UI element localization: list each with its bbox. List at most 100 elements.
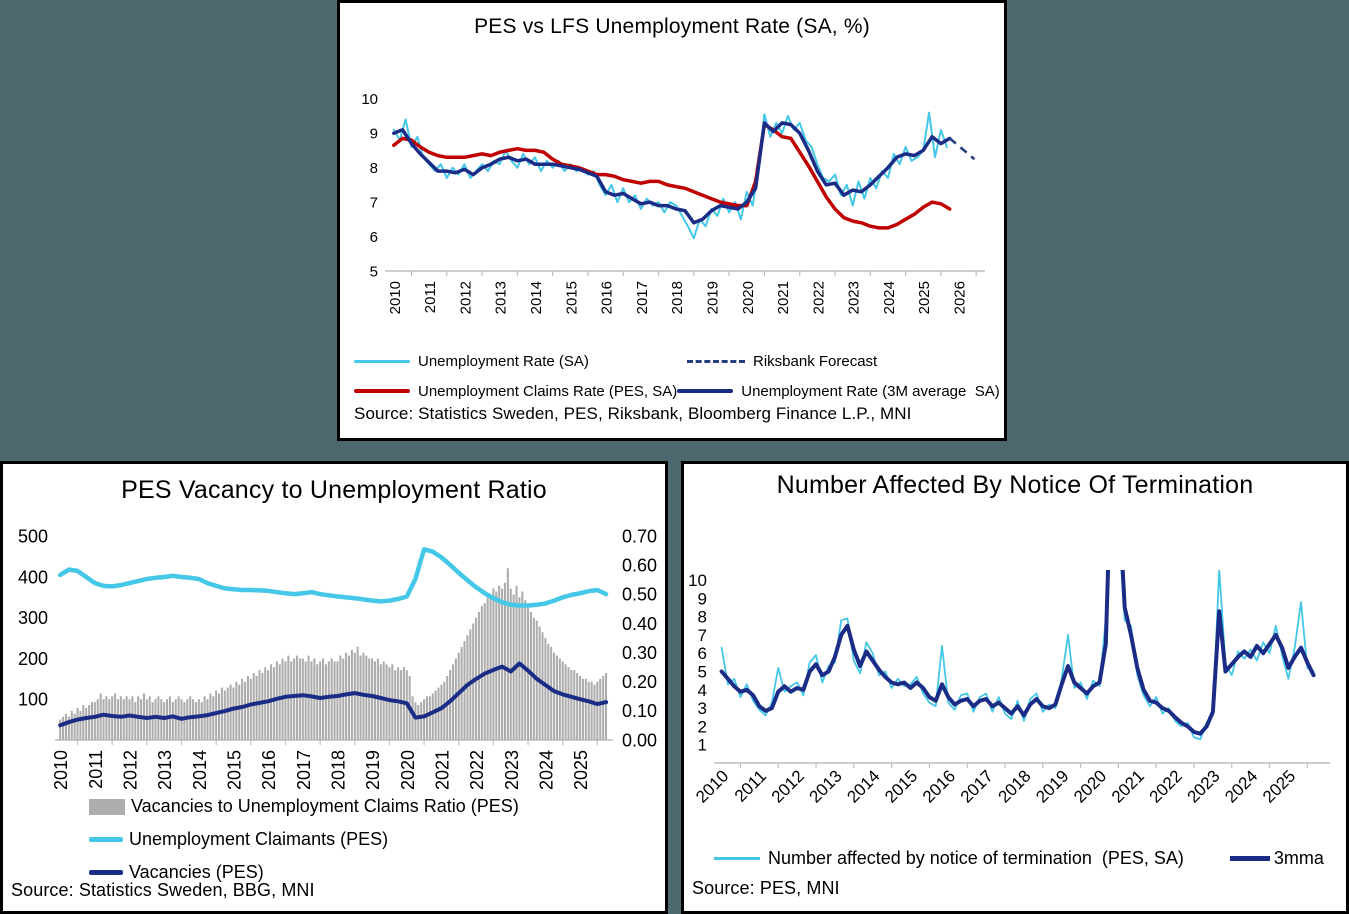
svg-text:0.50: 0.50 [622,585,657,605]
svg-text:2011: 2011 [731,766,770,805]
svg-text:0.40: 0.40 [622,614,657,634]
svg-text:2013: 2013 [155,750,175,790]
svg-text:2014: 2014 [528,281,545,314]
chart-title-vacancy-ratio: PES Vacancy to Unemployment Ratio [121,476,547,504]
svg-text:2018: 2018 [669,281,686,314]
legend-label: Riksbank Forecast [753,352,878,370]
svg-text:2014: 2014 [843,766,883,806]
svg-text:8: 8 [698,608,707,627]
svg-text:0.60: 0.60 [622,556,657,576]
svg-text:3: 3 [698,699,707,718]
svg-text:5: 5 [698,662,707,681]
svg-text:2017: 2017 [634,281,651,314]
source-note: Source: Statistics Sweden, PES, Riksbank… [354,404,912,423]
legend-item-unemployment-rate-sa: Unemployment Rate (SA) [354,353,687,370]
svg-text:2023: 2023 [1183,766,1223,806]
panel-vacancy-ratio: PES Vacancy to Unemployment Ratio 2010 20… [0,461,668,914]
navy-line-swatch [677,389,734,393]
svg-text:300: 300 [18,608,48,628]
svg-text:2022: 2022 [1146,766,1186,806]
legend-vacancy-ratio: Vacancies to Unemployment Claims Ratio (… [89,790,519,889]
legend-item-riksbank-forecast: Riksbank Forecast [687,353,877,370]
cyan-line-swatch [714,857,760,860]
svg-text:7: 7 [698,626,707,645]
svg-text:2020: 2020 [1070,766,1110,806]
panel-pes-vs-lfs: PES vs LFS Unemployment Rate (SA, %) 201… [337,0,1007,441]
svg-text:2010: 2010 [387,281,404,314]
svg-text:2017: 2017 [957,766,997,806]
svg-text:2022: 2022 [467,750,487,790]
svg-text:0.00: 0.00 [622,730,657,750]
svg-text:2019: 2019 [363,750,383,790]
legend-item-ratio-bars: Vacancies to Unemployment Claims Ratio (… [89,790,519,823]
svg-text:2012: 2012 [121,750,141,790]
svg-text:2013: 2013 [493,281,510,314]
svg-text:2017: 2017 [294,750,314,790]
legend-label: Vacancies (PES) [129,862,264,882]
legend-item-claims-rate: Unemployment Claims Rate (PES, SA) [354,383,677,400]
dashed-line-swatch [687,359,745,363]
navy-line-swatch [89,870,123,875]
svg-text:2025: 2025 [1259,766,1299,806]
svg-text:1: 1 [698,736,707,755]
cyan-line-swatch [89,837,123,842]
navy-line-swatch [1229,856,1270,861]
legend-label: 3mma [1273,848,1324,868]
svg-text:2021: 2021 [432,750,452,790]
chart-title-pes-vs-lfs: PES vs LFS Unemployment Rate (SA, %) [474,15,870,38]
svg-text:2015: 2015 [881,766,921,806]
svg-text:9: 9 [698,589,707,608]
svg-text:9: 9 [370,125,378,142]
svg-text:2016: 2016 [259,750,279,790]
svg-text:2011: 2011 [86,750,106,789]
vacancy-ratio-chart-plot: 2010 2011 2012 2013 2014 2015 2016 2017 2018 2019… [18,527,657,791]
svg-text:2022: 2022 [810,281,827,314]
svg-text:2026: 2026 [952,281,969,314]
chart-title-termination: Number Affected By Notice Of Termination [776,471,1254,499]
svg-text:2013: 2013 [806,766,846,806]
svg-text:8: 8 [370,160,378,177]
svg-text:0.70: 0.70 [622,527,657,547]
svg-text:4: 4 [698,681,707,700]
svg-text:2018: 2018 [328,750,348,790]
svg-text:2024: 2024 [1221,766,1261,806]
legend-termination: Number affected by notice of termination… [714,848,1324,869]
legend-item-vacancies: Vacancies (PES) [89,856,519,889]
pes-lfs-chart-plot: 2010 2011 2012 2013 2014 2015 2016 2017 2018 2019… [361,91,985,314]
legend-item-claimants: Unemployment Claimants (PES) [89,823,519,856]
legend-item-3m-average: Unemployment Rate (3M average SA) [677,382,1000,400]
legend-label: Unemployment Claims Rate (PES, SA) [418,382,678,400]
svg-text:2015: 2015 [563,281,580,314]
svg-text:7: 7 [370,194,378,211]
legend-label: Vacancies to Unemployment Claims Ratio (… [131,796,519,816]
cyan-line-swatch [354,359,410,363]
svg-text:2024: 2024 [536,750,556,790]
red-line-swatch [354,389,410,393]
svg-text:2018: 2018 [995,766,1035,806]
svg-text:2024: 2024 [881,281,898,314]
svg-text:2019: 2019 [704,281,721,314]
gray-bar-swatch [89,798,125,815]
svg-text:2016: 2016 [919,766,959,806]
legend-label: Unemployment Claimants (PES) [129,829,389,849]
svg-text:2025: 2025 [571,750,591,790]
svg-text:2025: 2025 [916,281,933,314]
svg-text:2021: 2021 [775,281,792,314]
legend-label: Number affected by notice of termination… [768,848,1184,868]
svg-text:2014: 2014 [190,750,210,790]
legend-label: Unemployment Rate (SA) [418,352,589,370]
svg-text:0.10: 0.10 [622,701,657,721]
svg-text:2020: 2020 [398,750,418,790]
source-note: Source: PES, MNI [692,878,840,898]
svg-text:2019: 2019 [1032,766,1072,806]
legend-pes-lfs: Unemployment Rate (SA) Riksbank Forecast… [354,346,1000,406]
svg-text:2010: 2010 [51,750,71,790]
legend-label: Unemployment Rate (3M average SA) [741,382,1000,400]
svg-text:2010: 2010 [692,766,732,806]
svg-text:200: 200 [18,649,48,669]
svg-text:2016: 2016 [599,281,616,314]
svg-text:6: 6 [698,644,707,663]
svg-text:2012: 2012 [457,281,474,314]
svg-text:0.30: 0.30 [622,643,657,663]
